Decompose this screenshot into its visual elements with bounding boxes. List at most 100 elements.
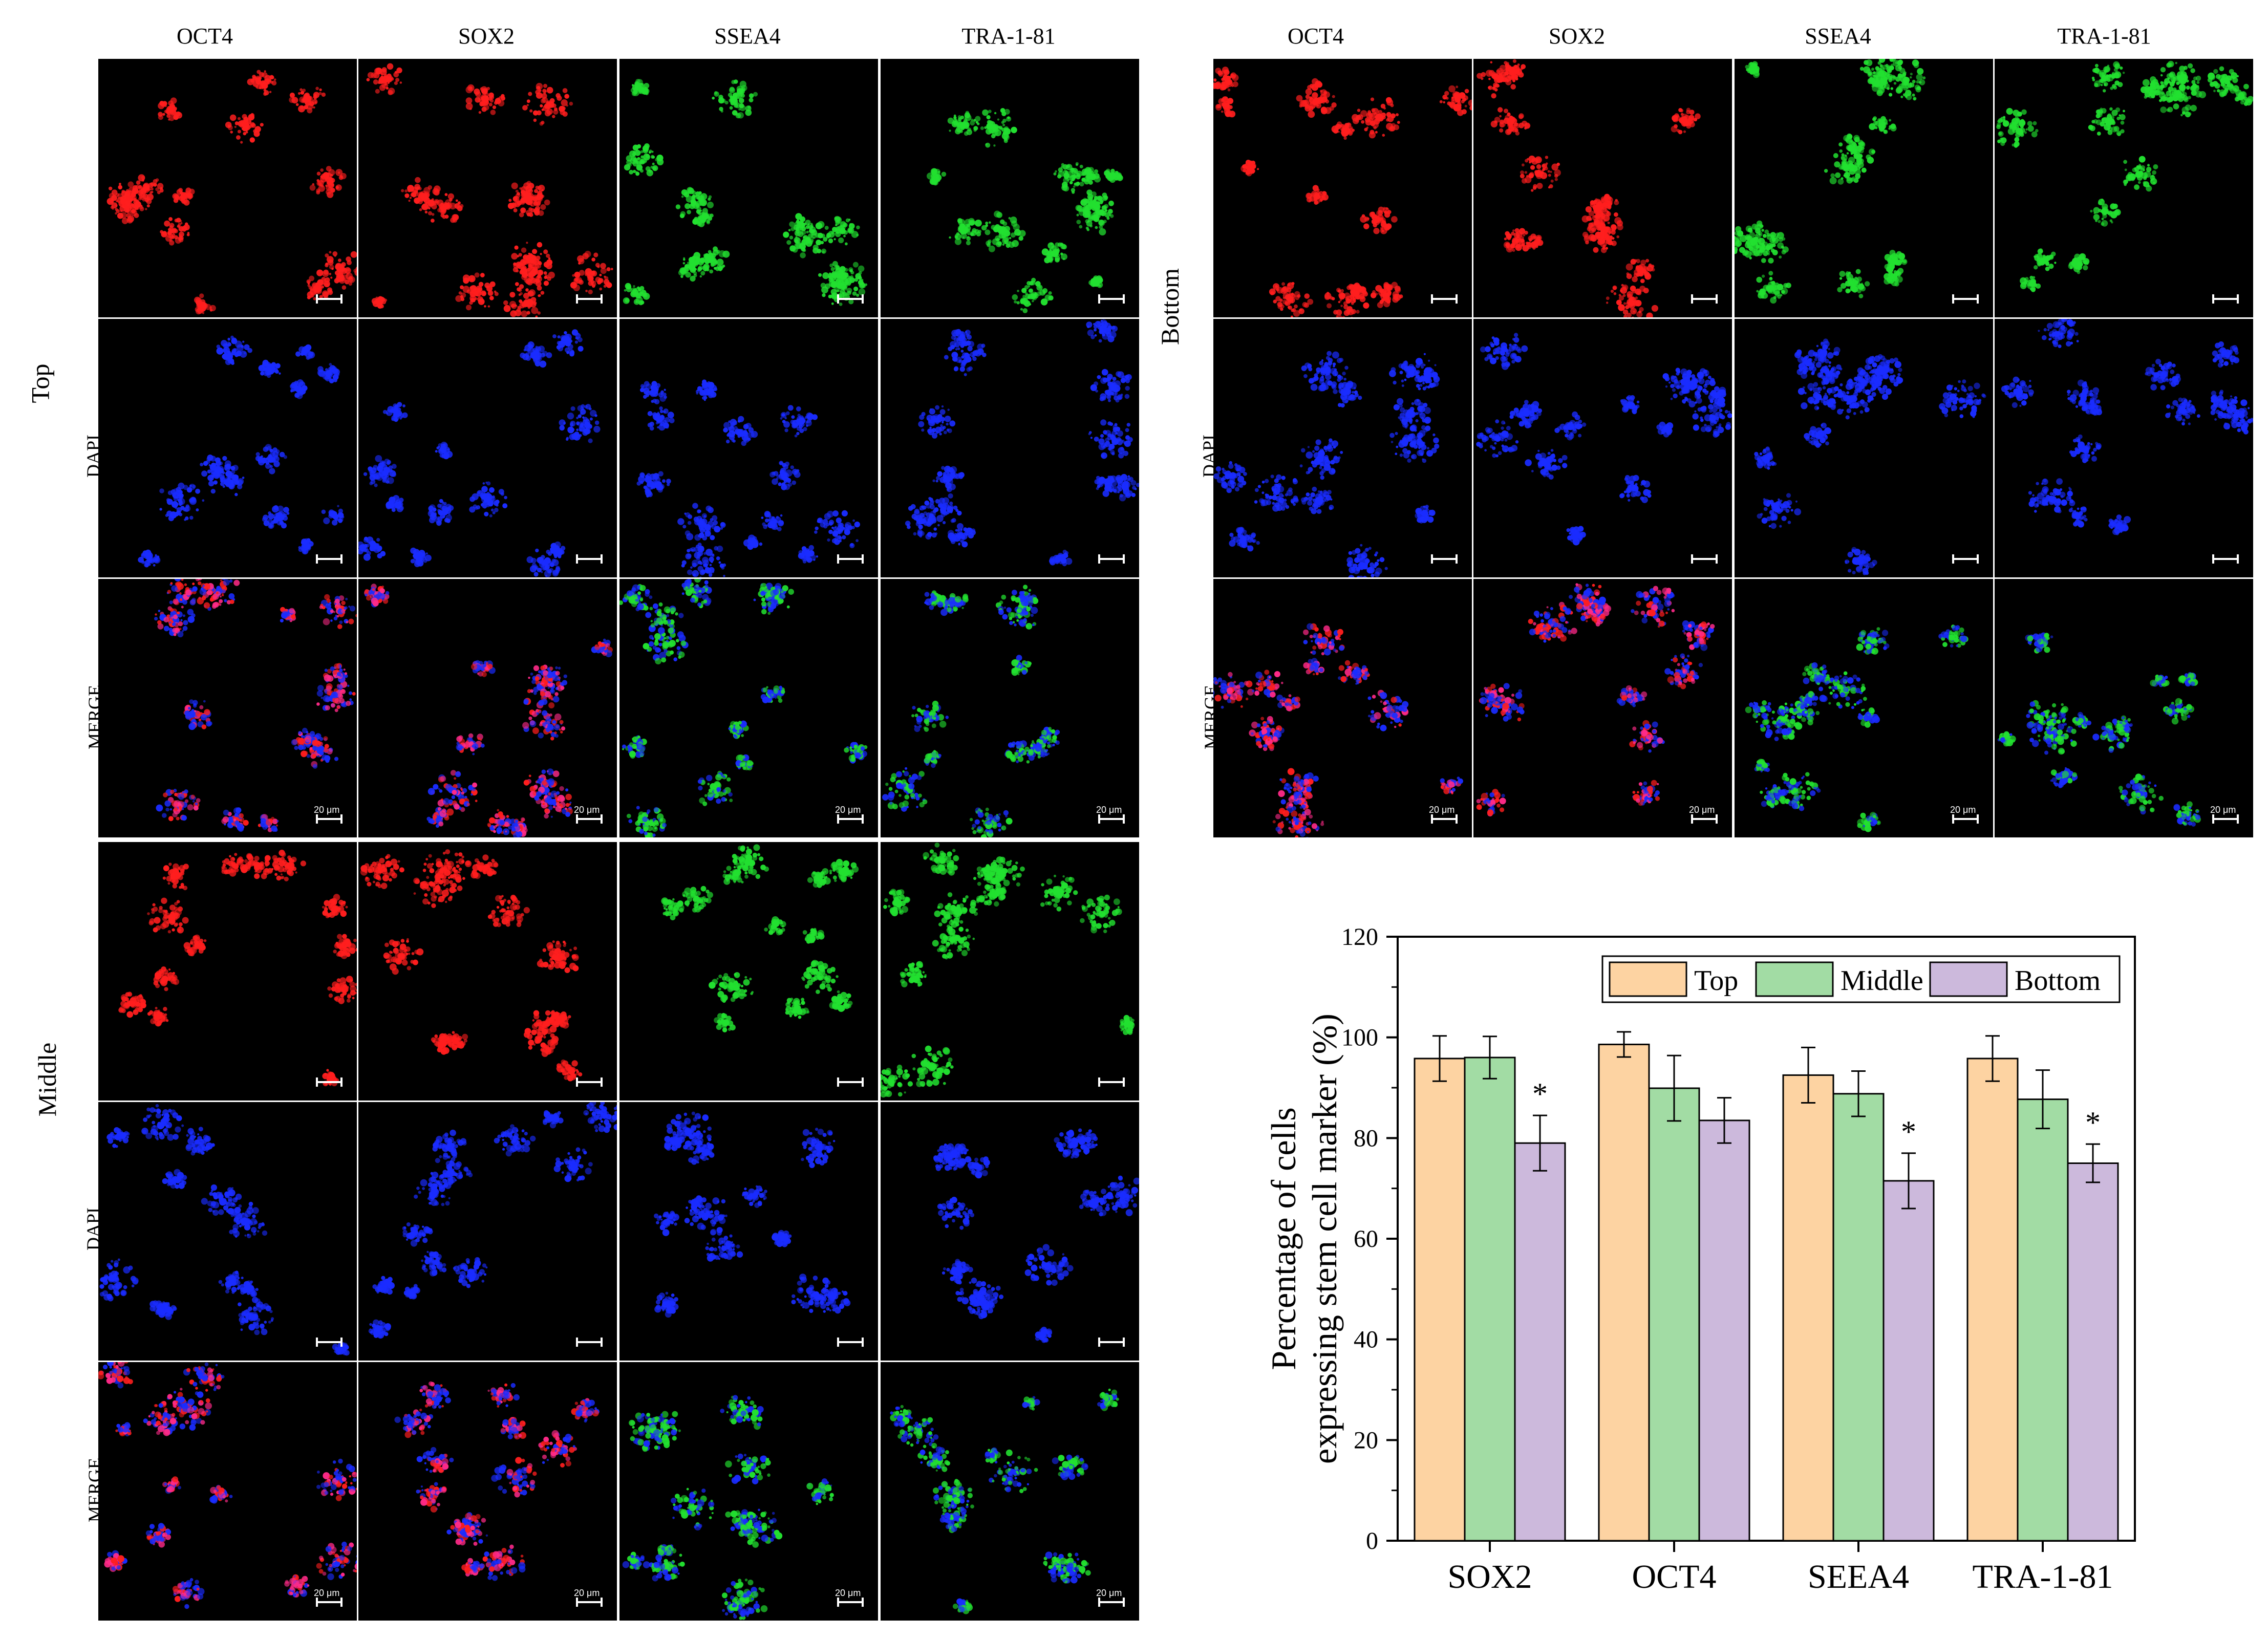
micrograph-middle-marker-sox2 [358,842,617,1101]
scale-bar [1691,294,1718,304]
row-label-top: Top [26,363,55,403]
scale-bar [1952,814,1979,824]
y-tick-label: 120 [1341,923,1378,951]
x-tick-label: OCT4 [1632,1558,1717,1595]
micrograph-bottom-marker-sox2 [1473,59,1732,317]
scale-bar-label: 20 μm [574,1588,600,1599]
scale-bar [837,1338,864,1347]
scale-bar [1431,554,1458,564]
micrograph-bottom-dapi-tra-1-81 [1995,319,2253,577]
scale-bar-label: 20 μm [835,1588,861,1599]
scale-bar-label: 20 μm [1689,805,1715,815]
scale-bar [837,294,864,304]
micrograph-bottom-marker-oct4 [1213,59,1472,317]
bar-top-sox2 [1414,1058,1466,1542]
scale-bar [1431,294,1458,304]
scale-bar-label: 20 μm [314,1588,339,1599]
scale-bar [1952,294,1979,304]
left-col-label-ssea4: SSEA4 [619,23,875,49]
micrograph-middle-merge-tra-1-81: 20 μm [881,1362,1139,1621]
micrograph-top-marker-ssea4 [619,59,878,317]
y-tick-label: 40 [1354,1326,1378,1353]
micrograph-bottom-dapi-sox2 [1473,319,1732,577]
micrograph-middle-merge-ssea4: 20 μm [619,1362,878,1621]
scale-bar [2212,294,2239,304]
micrograph-bottom-merge-tra-1-81: 20 μm [1995,579,2253,837]
micrograph-bottom-dapi-ssea4 [1735,319,1993,577]
legend-swatch-middle [1755,961,1834,997]
scale-bar [576,1077,603,1087]
scale-bar-label: 20 μm [1950,805,1976,815]
scale-bar [576,1598,603,1607]
y-tick-label: 0 [1366,1527,1378,1555]
micrograph-middle-dapi-oct4 [98,1102,357,1361]
scale-bar-label: 20 μm [1096,1588,1122,1599]
micrograph-top-merge-oct4: 20 μm [98,579,357,837]
bar-middle-tra-1-81 [2017,1098,2069,1542]
micrograph-middle-dapi-tra-1-81 [881,1102,1139,1361]
y-tick-label: 100 [1341,1024,1378,1051]
x-tick-label: SEEA4 [1808,1558,1909,1595]
scale-bar [576,814,603,824]
micrograph-middle-dapi-ssea4 [619,1102,878,1361]
micrograph-top-marker-sox2 [358,59,617,317]
right-col-label-oct4: OCT4 [1188,23,1444,49]
left-col-label-tra: TRA-1-81 [881,23,1137,49]
micrograph-bottom-dapi-oct4 [1213,319,1472,577]
scale-bar [316,814,343,824]
scale-bar [576,1338,603,1347]
micrograph-top-merge-tra-1-81: 20 μm [881,579,1139,837]
micrograph-bottom-marker-tra-1-81 [1995,59,2253,317]
micrograph-middle-marker-tra-1-81 [881,842,1139,1101]
bar-middle-oct4 [1648,1087,1700,1542]
left-col-label-oct4: OCT4 [77,23,333,49]
scale-bar [1691,814,1718,824]
row-label-bottom: Bottom [1155,268,1185,345]
micrograph-top-merge-sox2: 20 μm [358,579,617,837]
scale-bar [2212,554,2239,564]
scale-bar [316,294,343,304]
scale-bar-label: 20 μm [314,805,339,815]
scale-bar [1098,1338,1125,1347]
bar-top-oct4 [1598,1043,1650,1542]
scale-bar [837,554,864,564]
micrograph-middle-dapi-sox2 [358,1102,617,1361]
y-tick-label: 20 [1354,1427,1378,1454]
micrograph-middle-marker-ssea4 [619,842,878,1101]
scale-bar [1098,1598,1125,1607]
row-label-middle: Middle [32,1043,62,1116]
scale-bar [316,1598,343,1607]
micrograph-middle-merge-oct4: 20 μm [98,1362,357,1621]
legend-swatch-bottom [1929,961,2008,997]
micrograph-bottom-merge-ssea4: 20 μm [1735,579,1993,837]
legend-label-top: Top [1694,965,1738,997]
micrograph-top-marker-oct4 [98,59,357,317]
scale-bar-label: 20 μm [835,805,861,815]
scale-bar [576,294,603,304]
micrograph-top-dapi-ssea4 [619,319,878,577]
bar-chart: 0 20 40 60 80 100 120 Percentage of cells expres… [1264,923,2136,1595]
micrograph-top-dapi-sox2 [358,319,617,577]
scale-bar [316,554,343,564]
micrograph-bottom-marker-ssea4 [1735,59,1993,317]
bar-bottom-seea4 [1882,1180,1935,1542]
legend-box [1601,955,2121,1003]
scale-bar [837,1077,864,1087]
scale-bar [1098,554,1125,564]
scale-bar [2212,814,2239,824]
scale-bar-label: 20 μm [574,805,600,815]
significance-marker: * [1901,1115,1916,1149]
micrograph-top-dapi-oct4 [98,319,357,577]
scale-bar-label: 20 μm [2210,805,2236,815]
scale-bar-label: 20 μm [1429,805,1454,815]
micrograph-top-marker-tra-1-81 [881,59,1139,317]
legend-swatch-top [1609,961,1687,997]
x-tick-label: TRA-1-81 [1973,1558,2113,1595]
right-col-label-ssea4: SSEA4 [1710,23,1966,49]
micrograph-middle-marker-oct4 [98,842,357,1101]
y-axis-label-line1: Percentage of cells [1264,1107,1303,1370]
bar-bottom-sox2 [1514,1142,1566,1542]
bar-middle-seea4 [1832,1093,1885,1542]
right-col-label-sox2: SOX2 [1449,23,1705,49]
scale-bar [316,1077,343,1087]
